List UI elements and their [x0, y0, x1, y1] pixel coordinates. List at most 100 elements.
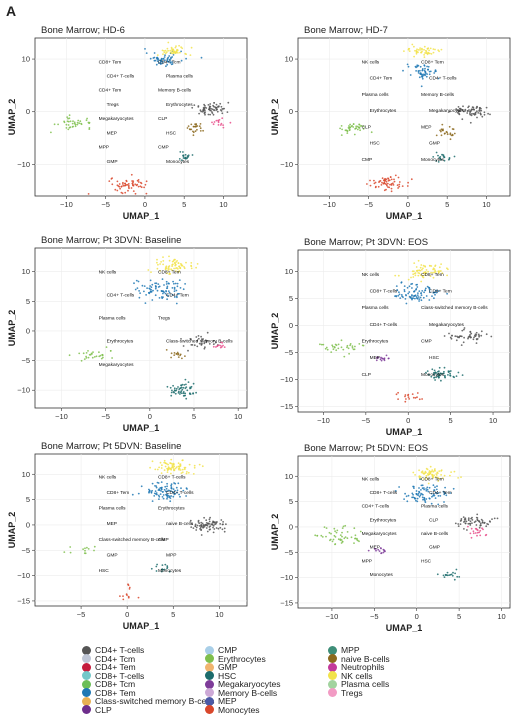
point-cd4-t-cells [479, 106, 481, 109]
point-monocytes [397, 187, 399, 189]
point-nk-cells [161, 49, 164, 52]
point-erythrocytes [66, 120, 69, 123]
point-cd8-tem [420, 299, 423, 302]
point-cd8-tem [444, 486, 446, 489]
point-nk-cells [437, 49, 440, 51]
point-erythrocytes [356, 128, 359, 131]
y-tick-label: 0 [26, 520, 30, 529]
point-erythrocytes [334, 536, 337, 538]
point-cd8-tem [419, 69, 421, 72]
point-cd8-tem [170, 56, 172, 59]
x-tick-label: 5 [457, 612, 461, 621]
point-monocytes [119, 595, 121, 597]
cluster-annotation: Class-switched memory B-cells [166, 339, 233, 345]
point-cd8-tem [416, 297, 419, 300]
point-erythrocytes [67, 124, 70, 126]
point-nk-cells [420, 51, 422, 54]
point-cd8-tem [433, 297, 435, 300]
point-tregs [221, 341, 224, 344]
point-monocytes [366, 183, 368, 185]
point-naive-b-cells [195, 123, 198, 125]
point-nk-cells [177, 465, 180, 468]
point-monocytes [145, 180, 148, 183]
legend-label: Erythrocytes [218, 653, 266, 664]
point-monocytes [111, 183, 114, 186]
cluster-annotation: Class-switched memory B-cells [421, 305, 488, 311]
point-cd8-tem [172, 491, 175, 494]
point-tregs [229, 121, 232, 124]
point-erythrocytes [354, 537, 357, 540]
point-hsc [181, 388, 184, 391]
point-cd4-t-cells [470, 336, 472, 339]
point-erythrocytes [346, 531, 349, 533]
point-nk-cells [164, 49, 167, 52]
point-monocytes [385, 188, 387, 191]
point-cd8-tem [185, 495, 188, 497]
point-cd4-t-cells [200, 521, 203, 524]
x-tick-label: 0 [406, 200, 410, 209]
point-hsc [183, 384, 186, 386]
point-cd4-t-cells [479, 524, 482, 527]
point-monocytes [412, 396, 415, 399]
point-cd8-tem [165, 487, 168, 490]
point-hsc [179, 151, 182, 153]
point-nk-cells [178, 270, 181, 272]
point-cd8-tem [180, 50, 183, 53]
point-cd8-tem [176, 282, 179, 285]
y-axis-label: UMAP_2 [7, 310, 17, 347]
point-erythrocytes [352, 123, 355, 125]
point-hsc [438, 370, 440, 373]
point-nk-cells [183, 466, 186, 469]
legend-item: CD4+ T-cells [82, 645, 144, 655]
point-cd4-t-cells [456, 335, 458, 338]
panel-title: Bone Marrow; HD-6 [41, 25, 125, 36]
point-nk-cells [434, 476, 437, 478]
legend-swatch [82, 662, 91, 672]
cluster-annotation: Erythrocytes [370, 517, 397, 523]
point-tregs [216, 345, 219, 347]
point-cd4-t-cells [458, 109, 460, 112]
point-erythrocytes [351, 346, 354, 349]
y-tick-label: −15 [17, 596, 30, 605]
point-nk-cells [412, 276, 415, 278]
point-monocytes [374, 181, 377, 184]
point-cd8-tem [167, 290, 170, 292]
point-cd8-tem [423, 65, 426, 67]
point-cd8-tem [149, 285, 152, 287]
point-cd4-t-cells [206, 530, 209, 533]
point-erythrocytes [337, 343, 340, 346]
point-nk-cells [418, 469, 420, 472]
x-tick-label: 0 [406, 416, 410, 425]
point-cd4-t-cells [471, 516, 473, 519]
point-hsc [443, 156, 446, 158]
point-tregs [478, 531, 481, 534]
point-cd8-tem [159, 60, 162, 63]
point-cd4-t-cells [211, 523, 214, 526]
point-erythrocytes [67, 117, 69, 120]
point-cd8-tem [426, 488, 429, 491]
point-cd8-tem [170, 484, 173, 487]
point-hsc [446, 571, 449, 574]
point-cd4-t-cells [483, 111, 486, 114]
point-nk-cells [419, 266, 422, 269]
legend-item: CD8+ T-cells [82, 671, 144, 681]
point-cd4-t-cells [467, 337, 469, 340]
cluster-annotation: MPP [362, 558, 372, 564]
point-cd8-tem [452, 487, 455, 490]
point-nk-cells [177, 462, 180, 465]
point-cd8-tem [394, 490, 397, 492]
point-monocytes [392, 184, 395, 186]
point-cd4-t-cells [196, 524, 199, 527]
point-cd8-tem [427, 68, 429, 71]
point-cd8-tem [424, 73, 426, 76]
plot-frame [34, 37, 248, 197]
point-cd4-t-cells [208, 520, 211, 523]
point-tregs [220, 122, 223, 125]
point-hsc [455, 375, 458, 377]
point-nk-cells [434, 48, 436, 51]
point-cd4-t-cells [197, 105, 200, 107]
legend-item: Tregs [328, 688, 363, 698]
point-erythrocytes [341, 535, 343, 538]
cluster-annotation: CD8+ Tem [107, 490, 130, 496]
